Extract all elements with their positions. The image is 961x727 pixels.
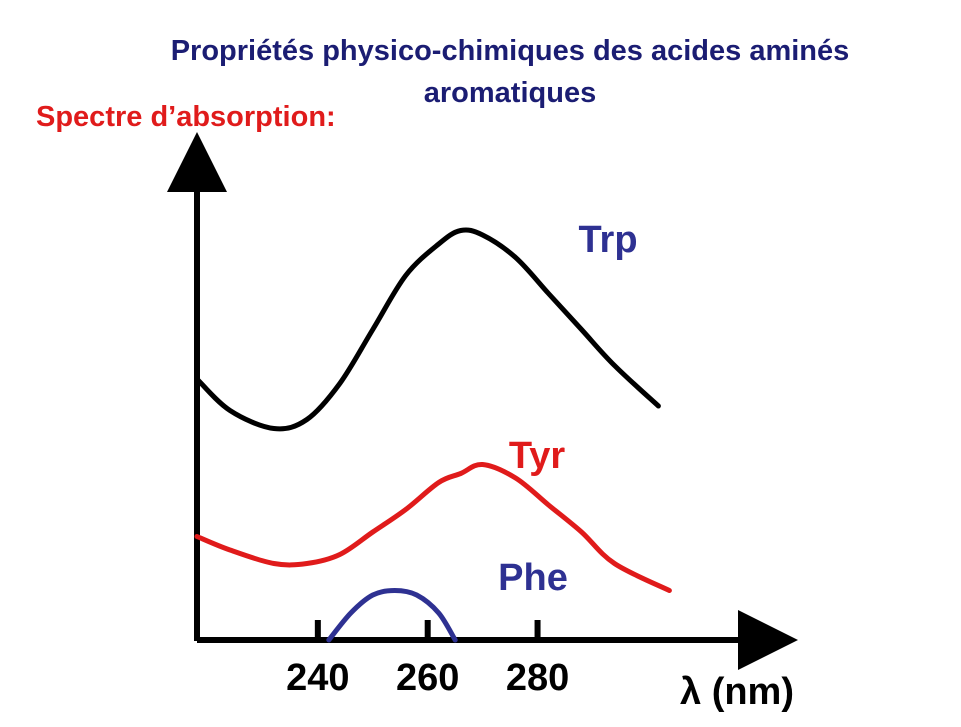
page-title: Propriétés physico-chimiques des acides …	[60, 30, 960, 114]
curves	[194, 227, 672, 643]
title-line-1: Propriétés physico-chimiques des acides …	[170, 35, 850, 67]
series-line-phe	[326, 588, 458, 643]
x-ticks: 240 260 280	[286, 620, 569, 699]
series-labels: Trp Tyr Phe	[498, 219, 637, 599]
x-tick-label: 240	[286, 657, 349, 699]
series-label-trp: Trp	[578, 219, 637, 261]
x-axis-label: λ (nm)	[680, 671, 794, 713]
series-label-tyr: Tyr	[509, 435, 566, 477]
x-tick-label: 280	[506, 657, 569, 699]
series-label-phe: Phe	[498, 557, 568, 599]
x-tick-label: 260	[396, 657, 459, 699]
series-line-tyr	[194, 461, 672, 593]
title-line-2: aromatiques	[423, 77, 597, 109]
series-line-trp	[194, 227, 661, 432]
chart-axes	[167, 132, 798, 670]
section-label: Spectre d’absorption:	[36, 101, 336, 133]
